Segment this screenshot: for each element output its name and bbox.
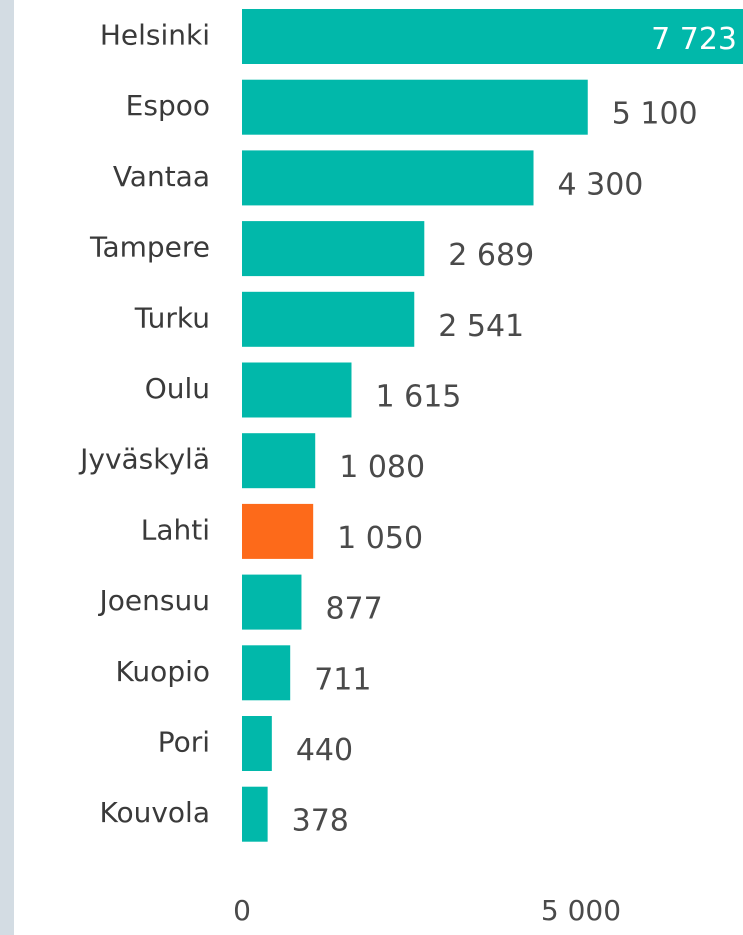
- value-label: 440: [296, 733, 353, 768]
- value-label: 2 689: [448, 238, 534, 273]
- value-label: 1 615: [375, 380, 461, 415]
- y-tick-label: Vantaa: [113, 160, 210, 193]
- y-tick-label: Kouvola: [100, 796, 210, 829]
- y-tick-label: Oulu: [145, 372, 210, 405]
- side-strip: [0, 0, 14, 935]
- bar: [242, 786, 268, 842]
- value-label: 877: [325, 592, 382, 627]
- bar: [242, 221, 425, 277]
- y-tick-label: Espoo: [126, 89, 210, 122]
- value-label: 378: [292, 804, 349, 839]
- bar: [242, 9, 743, 64]
- bar: [242, 716, 272, 771]
- bar: [242, 79, 588, 135]
- y-tick-label: Tampere: [89, 231, 210, 264]
- bar: [242, 503, 314, 559]
- value-label: 7 723: [651, 22, 737, 57]
- bar: [242, 433, 316, 489]
- bar: [242, 150, 534, 206]
- bars: [242, 9, 743, 842]
- y-tick-label: Kuopio: [115, 655, 210, 688]
- value-label: 1 050: [337, 521, 423, 556]
- value-label: 2 541: [438, 309, 524, 344]
- bar: [242, 645, 291, 701]
- bar: [242, 362, 352, 418]
- bar: [242, 291, 415, 347]
- y-tick-label: Helsinki: [100, 19, 210, 52]
- y-tick-label: Lahti: [141, 513, 210, 546]
- y-tick-label: Joensuu: [98, 584, 210, 617]
- x-tick-label: 0: [233, 894, 251, 927]
- x-tick-label: 5 000: [541, 894, 621, 927]
- y-tick-label: Pori: [158, 726, 210, 759]
- value-label: 5 100: [612, 97, 698, 132]
- value-label: 4 300: [558, 167, 644, 202]
- value-label: 1 080: [339, 450, 425, 485]
- bar: [242, 574, 302, 630]
- y-tick-label: Jyväskylä: [78, 443, 210, 476]
- value-label: 711: [314, 662, 371, 697]
- y-tick-label: Turku: [134, 301, 210, 334]
